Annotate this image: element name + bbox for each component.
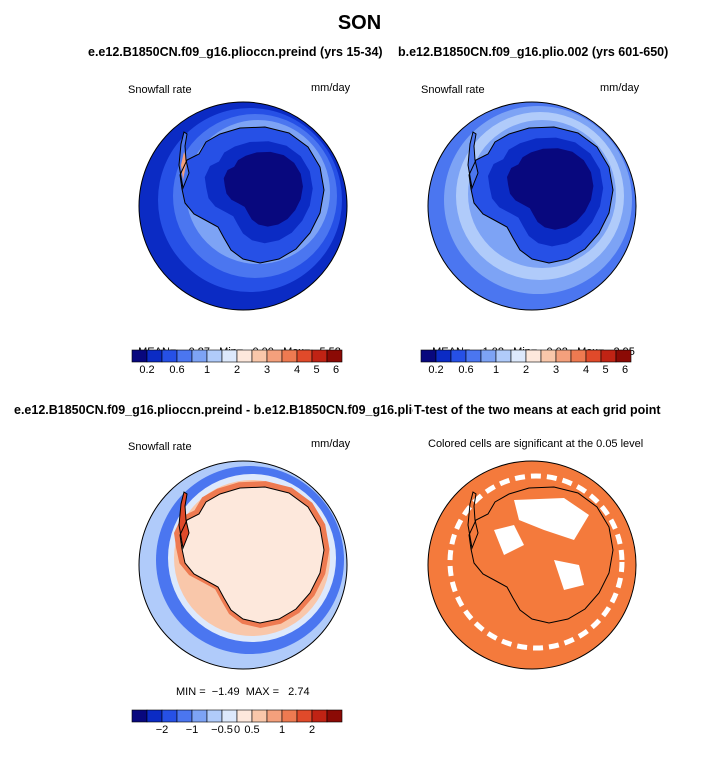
colorbar-panel2-tick-label: 0.2	[428, 364, 444, 376]
colorbar-panel1-swatch	[191, 349, 208, 363]
colorbar-panel2-tick-label: 6	[621, 364, 629, 376]
colorbar-panel1-swatch	[146, 349, 163, 363]
colorbar-panel3-tick-label: −1	[185, 724, 199, 736]
colorbar-panel1-swatch	[161, 349, 178, 363]
colorbar-panel1-swatch	[326, 349, 343, 363]
panel1-units-label: mm/day	[311, 82, 351, 94]
colorbar-panel3-swatch	[326, 709, 343, 723]
colorbar-panel2-swatch	[540, 349, 557, 363]
colorbar-panel2-swatch	[510, 349, 527, 363]
panel3-units-label: mm/day	[311, 438, 351, 450]
colorbar-panel2-tick-label: 2	[522, 364, 530, 376]
colorbar-panel3-swatch	[221, 709, 238, 723]
colorbar-panel1-swatch	[281, 349, 298, 363]
panel2-variable-label: Snowfall rate	[421, 84, 485, 96]
colorbar-panel1-tick-label: 0.6	[169, 364, 185, 376]
panel3-stats: MIN = −1.49 MAX = 2.74	[176, 686, 310, 698]
colorbar-panel1-tick-label: 3	[263, 364, 271, 376]
colorbar-panel1-swatch	[266, 349, 283, 363]
colorbar-panel3-tick-label: 0.5	[244, 724, 260, 736]
panel1-variable-label: Snowfall rate	[128, 84, 192, 96]
colorbar-panel2-swatch	[555, 349, 572, 363]
colorbar-panel3-swatch	[146, 709, 163, 723]
colorbar-panel2-swatch	[480, 349, 497, 363]
colorbar-panel1-tick-label: 4	[293, 364, 301, 376]
panel2-title: b.e12.B1850CN.f09_g16.plio.002 (yrs 601-…	[398, 45, 669, 59]
colorbar-panel2-tick-label: 3	[552, 364, 560, 376]
colorbar-panel2-swatch	[525, 349, 542, 363]
colorbar-panel2	[420, 349, 632, 363]
colorbar-panel2-tick-label: 1	[492, 364, 500, 376]
colorbar-panel1-tick-label: 1	[203, 364, 211, 376]
colorbar-panel3-tick-label: 2	[308, 724, 316, 736]
colorbar-panel3-tick-label: 1	[278, 724, 286, 736]
panel1-map	[139, 102, 347, 310]
panel2-units-label: mm/day	[600, 82, 640, 94]
colorbar-panel2-swatch	[570, 349, 587, 363]
colorbar-panel1-swatch	[176, 349, 193, 363]
colorbar-panel3-tick-label: 0	[233, 724, 241, 736]
colorbar-panel3-swatch	[311, 709, 328, 723]
colorbar-panel2-tick-label: 0.6	[458, 364, 474, 376]
panel4-map	[428, 461, 636, 669]
colorbar-panel1-tick-label: 6	[332, 364, 340, 376]
panel1-title: e.e12.B1850CN.f09_g16.plioccn.preind (yr…	[88, 45, 383, 59]
colorbar-panel1	[131, 349, 343, 363]
colorbar-panel1-swatch	[221, 349, 238, 363]
colorbar-panel1-swatch	[131, 349, 148, 363]
colorbar-panel3-swatch	[176, 709, 193, 723]
colorbar-panel1-tick-label: 2	[233, 364, 241, 376]
colorbar-panel2-swatch	[585, 349, 602, 363]
colorbar-panel3	[131, 709, 343, 723]
colorbar-panel2-tick-label: 5	[602, 364, 609, 376]
colorbar-panel1-swatch	[311, 349, 328, 363]
colorbar-panel3-swatch	[266, 709, 283, 723]
panel3-title: e.e12.B1850CN.f09_g16.plioccn.preind - b…	[14, 403, 445, 417]
panel2-map	[428, 102, 636, 310]
colorbar-panel3-swatch	[251, 709, 268, 723]
panel4-note: Colored cells are significant at the 0.0…	[428, 438, 644, 450]
colorbar-panel2-swatch	[495, 349, 512, 363]
colorbar-panel3-swatch	[131, 709, 148, 723]
colorbar-panel3-swatch	[296, 709, 313, 723]
figure-title: SON	[337, 12, 382, 34]
colorbar-panel2-swatch	[450, 349, 467, 363]
colorbar-panel2-swatch	[465, 349, 482, 363]
colorbar-panel1-swatch	[236, 349, 253, 363]
colorbar-panel2-swatch	[615, 349, 632, 363]
panel3-variable-label: Snowfall rate	[128, 441, 192, 453]
colorbar-panel2-swatch	[435, 349, 452, 363]
colorbar-panel1-swatch	[251, 349, 268, 363]
colorbar-panel3-swatch	[206, 709, 223, 723]
colorbar-panel3-tick-label: −0.5	[211, 724, 233, 736]
colorbar-panel1-tick-label: 5	[313, 364, 320, 376]
colorbar-panel2-swatch	[600, 349, 617, 363]
colorbar-panel2-swatch	[420, 349, 437, 363]
colorbar-panel3-swatch	[191, 709, 208, 723]
colorbar-panel3-swatch	[281, 709, 298, 723]
panel4-title: T-test of the two means at each grid poi…	[413, 403, 661, 417]
colorbar-panel1-swatch	[206, 349, 223, 363]
colorbar-panel3-swatch	[236, 709, 253, 723]
colorbar-panel3-swatch	[161, 709, 178, 723]
colorbar-panel1-tick-label: 0.2	[139, 364, 155, 376]
colorbar-panel1-swatch	[296, 349, 313, 363]
panel3-map	[139, 461, 347, 669]
colorbar-panel3-tick-label: −2	[155, 724, 169, 736]
colorbar-panel2-tick-label: 4	[582, 364, 590, 376]
